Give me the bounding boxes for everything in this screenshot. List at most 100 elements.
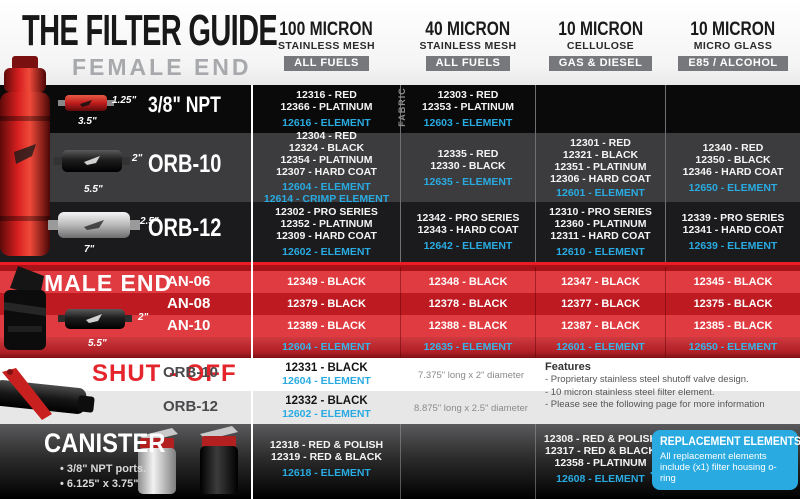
column-separator [535, 85, 536, 262]
row-label-orb12: ORB-12 [148, 214, 222, 242]
part-numbers: 12303 - RED 12353 - PLATINUM [422, 89, 514, 113]
part-numbers: 12301 - RED 12321 - BLACK 12351 - PLATIN… [550, 136, 651, 185]
row-bg-male-elements [0, 337, 800, 358]
column-header-10-micron-cellulose: 10 MICRON CELLULOSE GAS & DIESEL [536, 20, 665, 71]
shutoff-size-note: 7.375" long x 2" diameter [417, 370, 525, 381]
element-numbers: 12650 - ELEMENT [688, 181, 778, 194]
cell-npt-100micron: 12316 - RED 12366 - PLATINUM 12616 - ELE… [253, 85, 400, 133]
column-header-10-micron-glass: 10 MICRON MICRO GLASS E85 / ALCOHOL [666, 20, 800, 71]
column-separator [665, 267, 666, 358]
row-label-orb10: ORB-10 [148, 150, 222, 178]
column-micron-label: 40 MICRON [425, 19, 511, 40]
features-title: Features [545, 361, 591, 373]
column-media-label: MICRO GLASS [693, 40, 773, 52]
part-numbers: 12340 - RED 12350 - BLACK 12346 - HARD C… [682, 141, 784, 178]
row-bg-shutoff-orb12 [0, 391, 800, 424]
male-section-top-strip [0, 265, 800, 271]
part-numbers: 12318 - RED & POLISH 12319 - RED & BLACK [269, 439, 384, 463]
column-separator [400, 424, 401, 499]
cell-orb12-cellulose: 12310 - PRO SERIES 12360 - PLATINUM 1231… [536, 202, 665, 262]
dim-height: 2" [132, 153, 143, 164]
column-separator [535, 267, 536, 358]
shutoff-label: SHUT - OFF [92, 360, 237, 387]
cell-orb10-100micron: 12304 - RED 12324 - BLACK 12354 - PLATIN… [253, 130, 400, 205]
row-label-shutoff-orb12: ORB-12 [163, 398, 219, 415]
cell-shutoff-orb10: 12331 - BLACK 12604 - ELEMENT [253, 358, 400, 391]
callout-title: REPLACEMENT ELEMENTS [660, 436, 800, 448]
row-bg-an08 [0, 293, 800, 315]
red-divider [0, 262, 800, 265]
part-number: 12331 - BLACK [285, 362, 368, 374]
cell-orb10-40micron: 12335 - RED 12330 - BLACK 12635 - ELEMEN… [401, 133, 535, 202]
cell-an10-100micron: 12389 - BLACK [287, 320, 366, 332]
part-numbers: 12308 - RED & POLISH 12317 - RED & BLACK… [543, 433, 658, 469]
fuel-badge: ALL FUELS [284, 56, 369, 71]
part-number: 12332 - BLACK [285, 395, 368, 407]
element-numbers: 12616 - ELEMENT [282, 117, 371, 129]
cell-an10-cellulose: 12387 - BLACK [561, 320, 640, 332]
shutoff-size-note: 8.875" long x 2.5" diameter [414, 403, 528, 414]
cell-male-element-microglass: 12650 - ELEMENT [688, 341, 778, 353]
cell-orb10-cellulose: 12301 - RED 12321 - BLACK 12351 - PLATIN… [536, 133, 665, 202]
row-label-npt: 3/8" NPT [148, 92, 221, 117]
male-filter-photo [58, 309, 132, 329]
cell-canister-cellulose: 12308 - RED & POLISH 12317 - RED & BLACK… [536, 424, 665, 494]
cell-orb12-100micron: 12302 - PRO SERIES 12352 - PLATINUM 1230… [253, 202, 400, 262]
cell-orb12-40micron: 12342 - PRO SERIES 12343 - HARD COAT 126… [401, 202, 535, 262]
row-label-an08: AN-08 [167, 295, 211, 312]
cell-an08-100micron: 12379 - BLACK [287, 298, 366, 310]
element-numbers: 12610 - ELEMENT [556, 246, 645, 258]
cell-an10-40micron: 12388 - BLACK [428, 320, 508, 332]
column-media-label: STAINLESS MESH [419, 40, 517, 52]
canister-bullets: • 3/8" NPT ports. • 6.125" x 3.75" [60, 463, 147, 490]
part-numbers: 12304 - RED 12324 - BLACK 12354 - PLATIN… [276, 130, 377, 178]
fuel-badge: GAS & DIESEL [548, 56, 653, 71]
element-numbers: 12642 - ELEMENT [423, 240, 513, 252]
dim-height: 2.5" [140, 216, 159, 227]
element-numbers: 12635 - ELEMENT [423, 175, 513, 188]
header-background [0, 0, 800, 85]
dim-width: 5.5" [88, 338, 107, 349]
orb12-filter-photo [48, 212, 140, 238]
part-numbers: 12342 - PRO SERIES 12343 - HARD COAT [416, 212, 520, 236]
row-bg-an06 [0, 271, 800, 293]
male-end-label: MALE END [44, 270, 173, 296]
row-bg-an10 [0, 315, 800, 337]
column-header-100-micron: 100 MICRON STAINLESS MESH ALL FUELS [253, 20, 400, 71]
element-numbers: 12602 - ELEMENT [282, 246, 371, 258]
element-numbers: 12603 - ELEMENT [423, 117, 513, 129]
cell-canister-100micron: 12318 - RED & POLISH 12319 - RED & BLACK… [253, 424, 400, 494]
cell-orb12-microglass: 12339 - PRO SERIES 12341 - HARD COAT 126… [666, 202, 800, 262]
dim-width: 7" [84, 244, 95, 255]
canister-filters-photo [138, 426, 238, 494]
part-numbers: 12316 - RED 12366 - PLATINUM [280, 89, 373, 113]
part-numbers: 12302 - PRO SERIES 12352 - PLATINUM 1230… [275, 206, 378, 242]
cell-an06-40micron: 12348 - BLACK [428, 276, 508, 288]
fuel-badge: ALL FUELS [425, 56, 511, 71]
column-media-label: CELLULOSE [566, 40, 635, 52]
cell-shutoff-orb12: 12332 - BLACK 12602 - ELEMENT [253, 391, 400, 424]
element-numbers: 12601 - ELEMENT [556, 186, 645, 199]
cell-orb10-microglass: 12340 - RED 12350 - BLACK 12346 - HARD C… [666, 133, 800, 202]
column-header-40-micron: 40 MICRON STAINLESS MESH ALL FUELS [401, 20, 535, 71]
cell-an06-cellulose: 12347 - BLACK [561, 276, 640, 288]
cell-male-element-40micron: 12635 - ELEMENT [423, 341, 513, 353]
row-label-an06: AN-06 [167, 273, 211, 290]
element-numbers: 12608 - ELEMENT [556, 473, 645, 485]
element-number: 12604 - ELEMENT [282, 375, 371, 387]
cell-npt-40micron: 12303 - RED 12353 - PLATINUM 12603 - ELE… [401, 85, 535, 133]
column-micron-label: 10 MICRON [690, 19, 776, 40]
element-number: 12602 - ELEMENT [282, 408, 371, 420]
dim-width: 5.5" [84, 184, 103, 195]
element-numbers: 12618 - ELEMENT [282, 467, 371, 479]
column-separator [535, 424, 536, 499]
features-block: Features - Proprietary stainless steel s… [545, 361, 795, 412]
dim-height: 2" [138, 312, 149, 323]
cell-an10-microglass: 12385 - BLACK [693, 320, 773, 332]
shutoff-valve-photo [0, 368, 95, 420]
row-bg-shutoff-orb10 [0, 358, 800, 391]
column-media-label: STAINLESS MESH [278, 40, 375, 52]
cell-an06-100micron: 12349 - BLACK [287, 276, 366, 288]
dim-height: 1.25" [112, 95, 137, 106]
